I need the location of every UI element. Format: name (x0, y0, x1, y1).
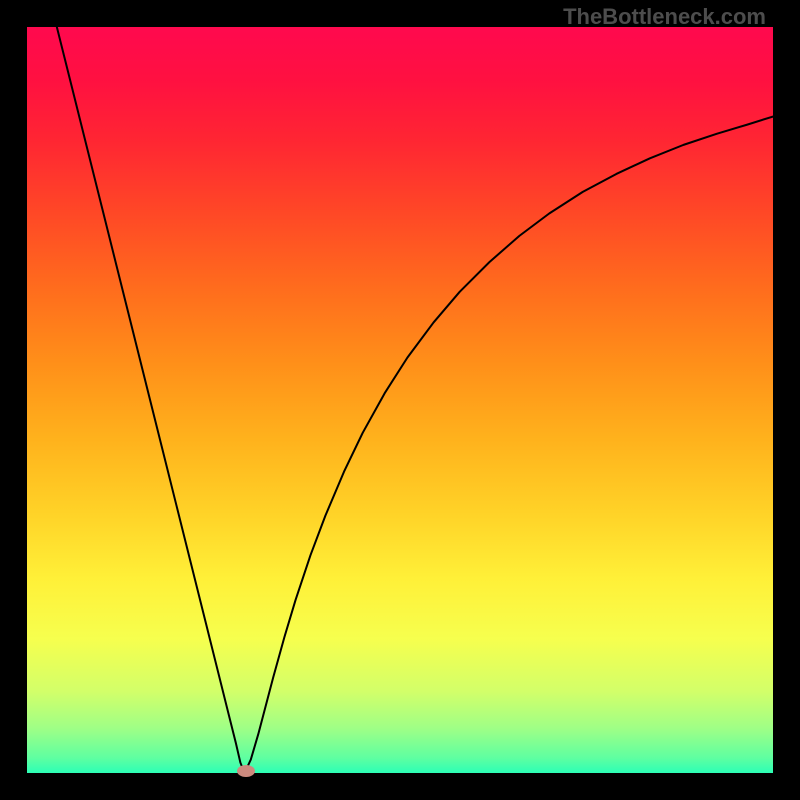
watermark-text: TheBottleneck.com (563, 4, 766, 30)
optimal-point-marker (237, 765, 255, 777)
bottleneck-curve (27, 27, 773, 773)
plot-area (27, 27, 773, 773)
